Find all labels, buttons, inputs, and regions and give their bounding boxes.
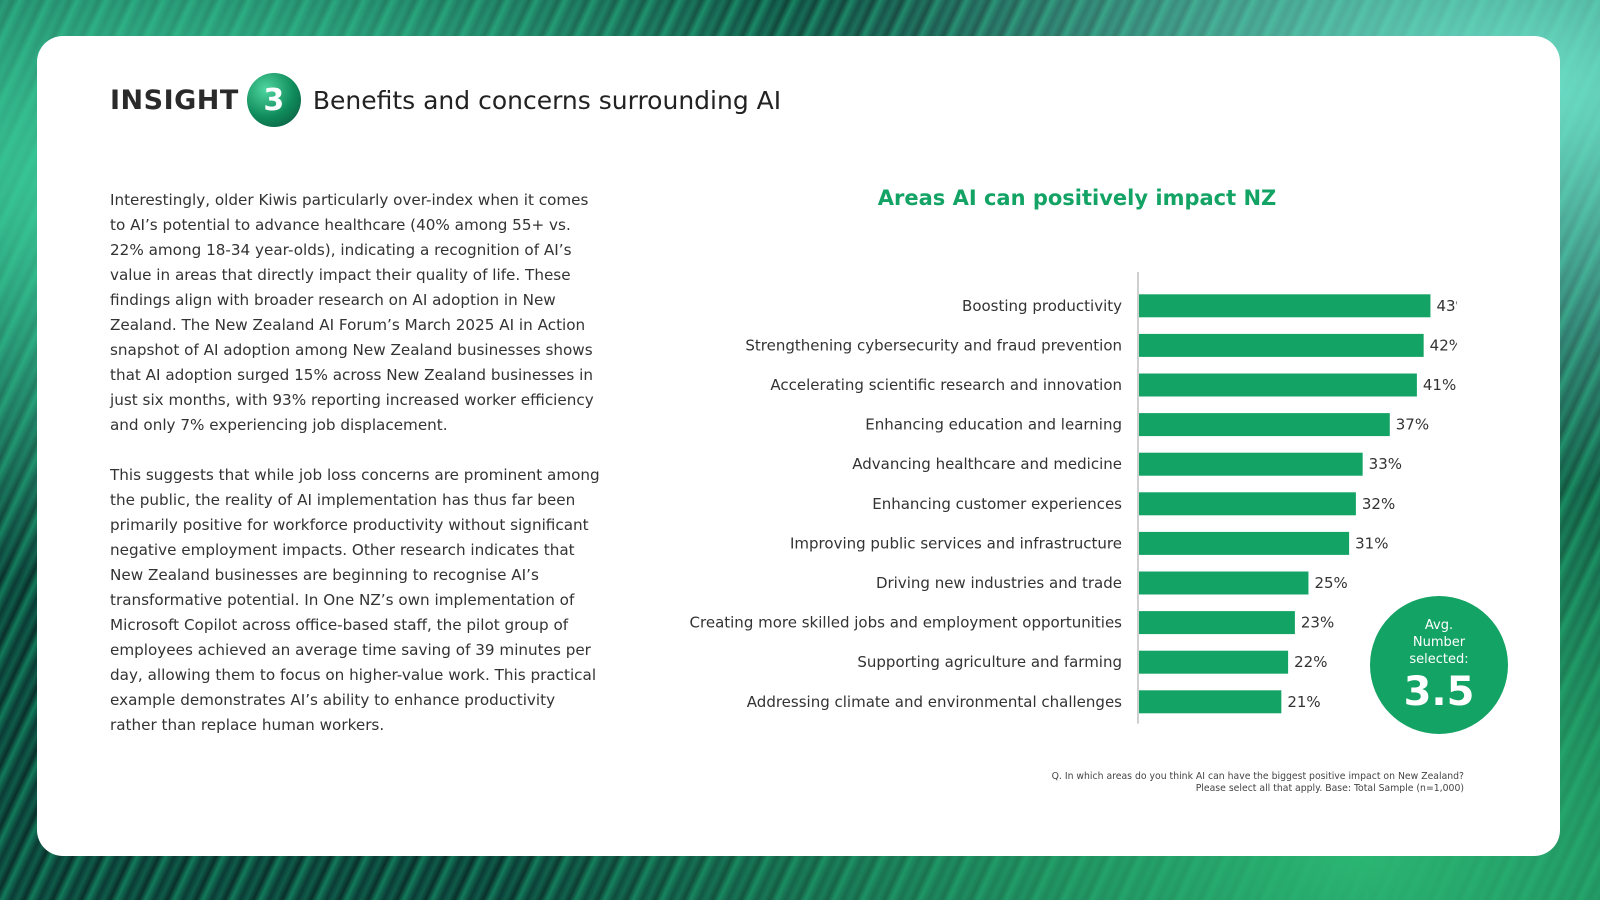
bar xyxy=(1139,492,1356,516)
bar xyxy=(1139,333,1424,357)
value-label: 31% xyxy=(1355,534,1388,552)
bar xyxy=(1139,413,1390,437)
avg-label-line-3: selected: xyxy=(1409,651,1469,667)
bar xyxy=(1139,611,1295,635)
category-label: Driving new industries and trade xyxy=(876,574,1122,592)
bar xyxy=(1139,373,1417,397)
paragraph-1: Interestingly, older Kiwis particularly … xyxy=(110,191,594,434)
bar xyxy=(1139,571,1309,595)
content-card: INSIGHT 3 Benefits and concerns surround… xyxy=(37,36,1560,856)
avg-label-line-1: Avg. xyxy=(1424,617,1454,633)
bar-chart: Boosting productivity 43% Strengthening cy… xyxy=(690,272,1457,724)
avg-label-line-2: Number xyxy=(1412,634,1466,650)
category-label: Supporting agriculture and farming xyxy=(857,653,1122,671)
value-label: 21% xyxy=(1287,693,1320,711)
bar xyxy=(1139,294,1431,318)
category-label: Boosting productivity xyxy=(962,297,1122,315)
value-label: 22% xyxy=(1294,653,1327,671)
footnote-question: Q. In which areas do you think AI can ha… xyxy=(1051,771,1464,782)
value-label: 37% xyxy=(1396,416,1429,434)
value-label: 43% xyxy=(1436,297,1457,315)
chart-title: Areas AI can positively impact NZ xyxy=(877,186,1277,210)
category-label: Advancing healthcare and medicine xyxy=(852,455,1122,473)
value-label: 33% xyxy=(1369,455,1402,473)
category-label: Improving public services and infrastruc… xyxy=(790,534,1122,552)
paragraph-2: This suggests that while job loss concer… xyxy=(110,466,600,734)
insight-header: INSIGHT 3 Benefits and concerns surround… xyxy=(110,72,781,128)
value-label: 41% xyxy=(1423,376,1456,394)
footnote-base: Please select all that apply. Base: Tota… xyxy=(1195,783,1464,794)
bar xyxy=(1139,650,1289,674)
body-text: Interestingly, older Kiwis particularly … xyxy=(110,188,600,763)
bar xyxy=(1139,452,1363,476)
avg-value: 3.5 xyxy=(1403,668,1475,715)
category-label: Addressing climate and environmental cha… xyxy=(747,693,1122,711)
category-label: Strengthening cybersecurity and fraud pr… xyxy=(745,336,1122,354)
category-label: Enhancing customer experiences xyxy=(872,495,1122,513)
value-label: 25% xyxy=(1314,574,1347,592)
insight-number-badge: 3 xyxy=(246,73,301,127)
avg-selected-badge: Avg. Number selected: 3.5 xyxy=(1370,596,1508,734)
insight-label: INSIGHT xyxy=(110,84,239,116)
bar xyxy=(1139,531,1350,555)
value-label: 42% xyxy=(1430,336,1457,354)
value-label: 32% xyxy=(1362,495,1395,513)
page-title: Benefits and concerns surrounding AI xyxy=(312,85,782,115)
value-label: 23% xyxy=(1301,614,1334,632)
category-label: Creating more skilled jobs and employmen… xyxy=(690,614,1123,632)
category-label: Accelerating scientific research and inn… xyxy=(770,376,1122,394)
footnote: Q. In which areas do you think AI can ha… xyxy=(1052,771,1464,795)
category-label: Enhancing education and learning xyxy=(865,416,1122,434)
bar xyxy=(1139,690,1282,714)
